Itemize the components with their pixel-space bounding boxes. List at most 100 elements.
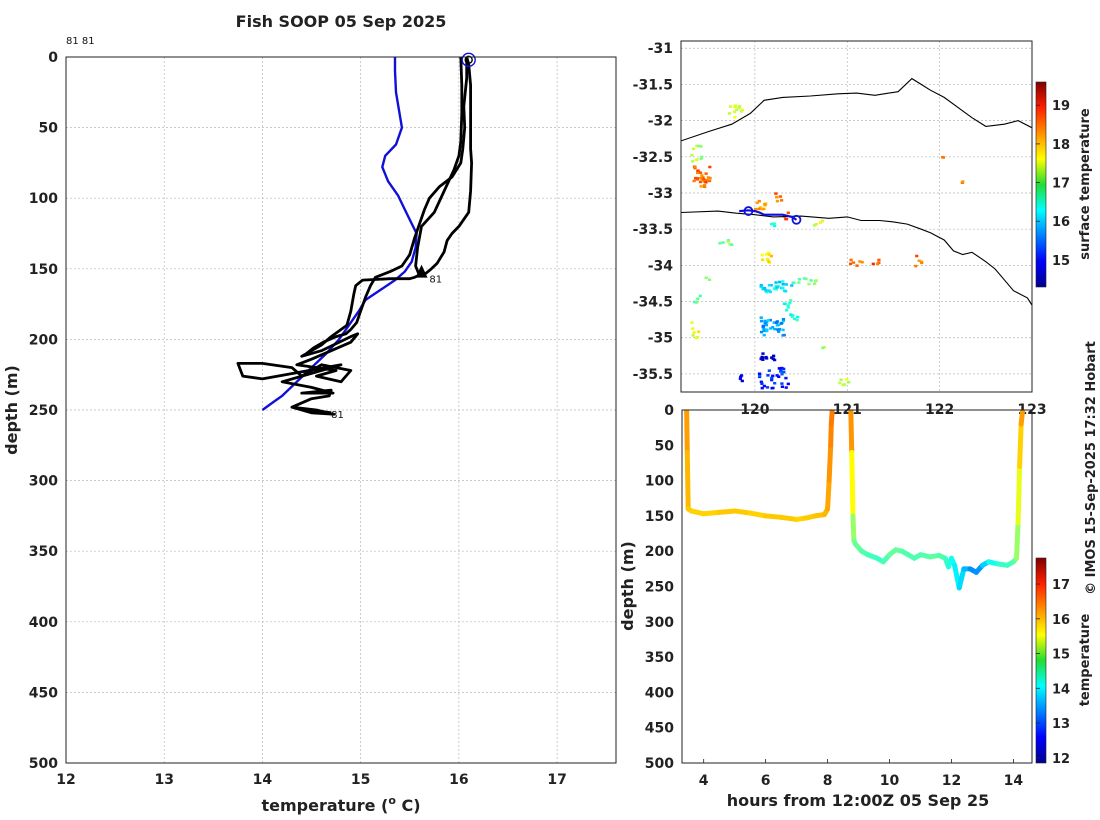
sst-cell bbox=[760, 386, 764, 390]
section-xtick-label: 6 bbox=[761, 773, 771, 789]
sst-cell bbox=[739, 374, 744, 377]
sst-cell bbox=[690, 321, 694, 324]
sst-cell bbox=[768, 290, 772, 294]
profile-ytick-label: 100 bbox=[29, 191, 58, 207]
profile-series-line bbox=[261, 57, 418, 411]
sst-cell bbox=[777, 367, 781, 370]
sst-cell bbox=[769, 327, 773, 330]
map-ytick-label: -31 bbox=[648, 41, 673, 57]
section-trace-segment bbox=[828, 421, 834, 448]
sst-cell bbox=[759, 330, 764, 334]
sst-cell bbox=[762, 329, 766, 333]
profile-start-marker bbox=[464, 55, 473, 65]
sst-cell bbox=[695, 178, 699, 181]
sst-cell bbox=[738, 105, 742, 108]
section-ytick-label: 500 bbox=[645, 756, 674, 772]
section-xtick-label: 10 bbox=[880, 773, 900, 789]
profile-ylabel: depth (m) bbox=[2, 365, 21, 455]
sst-cell bbox=[767, 253, 771, 256]
sst-cell bbox=[692, 179, 696, 183]
sst-cell bbox=[764, 290, 769, 294]
sst-cell bbox=[774, 281, 778, 284]
sst-cell bbox=[760, 355, 764, 359]
sst-cell bbox=[753, 207, 758, 211]
sst-cell bbox=[839, 378, 843, 381]
profile-ytick-label: 350 bbox=[29, 544, 58, 560]
sst-cell bbox=[763, 321, 767, 325]
sst-cell bbox=[814, 279, 818, 282]
section-ytick-label: 150 bbox=[645, 509, 674, 525]
sst-cell bbox=[772, 321, 776, 324]
sst-cell bbox=[772, 222, 776, 225]
sst-cell bbox=[697, 144, 701, 148]
temperature-colorbar bbox=[1035, 557, 1047, 764]
section-trace-segment bbox=[732, 508, 753, 516]
ship-track bbox=[739, 209, 798, 221]
sst-cell bbox=[696, 169, 700, 172]
sst-cell bbox=[793, 317, 797, 321]
sst-cell bbox=[858, 260, 862, 263]
section-trace-segment bbox=[1017, 421, 1024, 469]
section-ytick-label: 0 bbox=[664, 403, 674, 419]
sst-cell bbox=[770, 378, 774, 382]
profile-ytick-label: 500 bbox=[29, 756, 58, 772]
surface-colorbar-ticks: 15 16 17 18 19 bbox=[1036, 99, 1070, 269]
sst-cell bbox=[779, 370, 783, 373]
sst-cell bbox=[780, 366, 784, 370]
sst-cell bbox=[767, 289, 771, 292]
sst-cell bbox=[789, 299, 793, 302]
temperature-colorbar-label: temperature bbox=[1078, 614, 1093, 707]
section-trace-segment bbox=[778, 514, 800, 522]
track-marker bbox=[791, 214, 802, 225]
sst-cell bbox=[706, 176, 711, 179]
sst-cell bbox=[838, 381, 842, 385]
sst-cell bbox=[732, 110, 737, 114]
sst-cell bbox=[772, 224, 777, 228]
sst-cell bbox=[772, 358, 777, 362]
section-trace-segment bbox=[1014, 520, 1021, 561]
profile-ytick-label: 50 bbox=[39, 121, 59, 137]
sst-cell bbox=[847, 381, 851, 384]
profile-xlabel-post: C) bbox=[396, 796, 421, 815]
section-ytick-label: 350 bbox=[645, 650, 674, 666]
temperature-colorbar-tick-label: 15 bbox=[1052, 648, 1070, 663]
map-ytick-label: -32.5 bbox=[633, 150, 673, 166]
sst-cell bbox=[699, 185, 703, 188]
sst-cell bbox=[779, 322, 783, 325]
sst-cell bbox=[691, 334, 695, 337]
sst-cell bbox=[797, 281, 801, 284]
sst-cell bbox=[697, 330, 701, 333]
map-ytick-label: -34.5 bbox=[633, 295, 673, 311]
section-ytick-label: 450 bbox=[645, 721, 674, 737]
sst-cell bbox=[708, 165, 712, 169]
sst-cell bbox=[778, 195, 783, 198]
sst-cell bbox=[780, 199, 784, 202]
sst-cell bbox=[814, 222, 818, 226]
sst-cell bbox=[733, 116, 737, 119]
sst-cell bbox=[759, 316, 763, 319]
sst-cell bbox=[695, 144, 699, 148]
surface-colorbar-label: surface temperature bbox=[1078, 108, 1093, 260]
profile-ytick-label: 300 bbox=[29, 474, 58, 490]
sst-cell bbox=[780, 382, 784, 385]
profile-series-line bbox=[236, 57, 474, 416]
sst-cell bbox=[781, 280, 785, 283]
surface-colorbar-tick-label: 15 bbox=[1052, 254, 1070, 269]
sst-cell bbox=[786, 211, 790, 215]
map-ytick-label: -33.5 bbox=[633, 222, 673, 238]
sst-cell bbox=[757, 372, 762, 376]
sst-cell bbox=[740, 108, 745, 112]
sst-cell bbox=[782, 302, 787, 305]
sst-cell bbox=[693, 165, 697, 169]
section-tick-labels: 4 6 8 10 12 14 0 50 100 150 200 250 300 350 400 450 500 bbox=[645, 403, 1024, 789]
sst-cell bbox=[761, 352, 765, 355]
sst-cell bbox=[875, 262, 880, 266]
section-chart: 4 6 8 10 12 14050100150200250300350400450500 … bbox=[618, 403, 1093, 810]
profile-xtick-label: 16 bbox=[449, 772, 468, 788]
sst-cell bbox=[845, 378, 849, 381]
sst-cell bbox=[733, 105, 737, 109]
sst-cell bbox=[786, 306, 790, 309]
section-ytick-label: 200 bbox=[645, 544, 674, 560]
map-tick-labels: 120 121 122 123-31-31.5-32-32.5-33-33.5-34-… bbox=[633, 41, 1047, 418]
temperature-colorbar-tick-label: 16 bbox=[1052, 613, 1070, 628]
